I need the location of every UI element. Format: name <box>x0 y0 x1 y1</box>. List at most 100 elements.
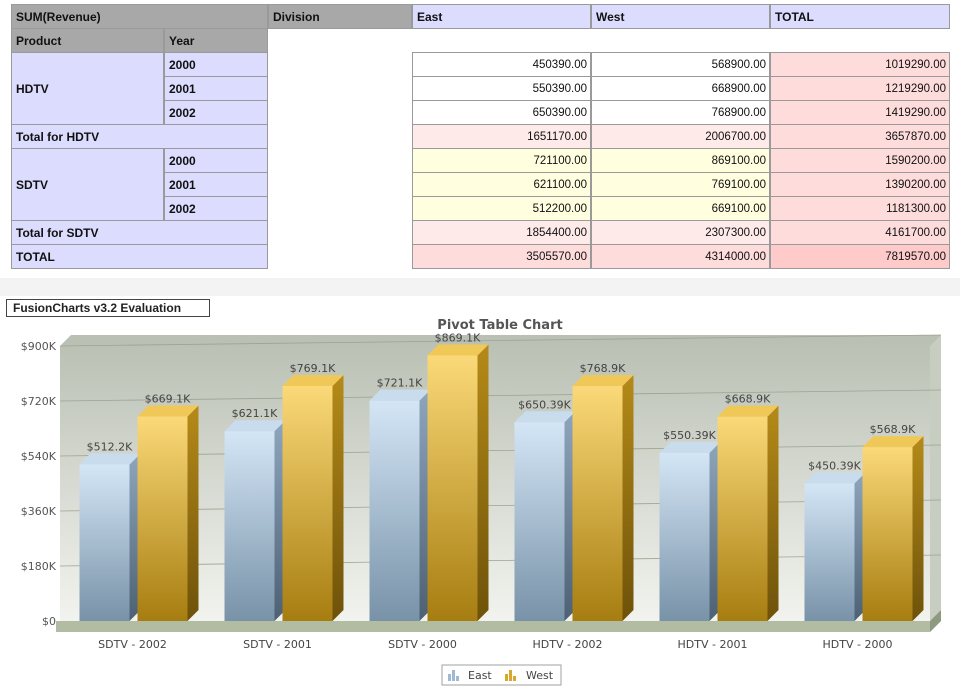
value-label: $650.39K <box>518 398 571 411</box>
grid-line <box>59 554 942 567</box>
value-label: $669.1K <box>145 393 191 406</box>
grand-total-east: 3505570.00 <box>412 244 591 269</box>
bar-west <box>137 416 188 621</box>
value-west: 769100.00 <box>591 172 770 197</box>
subtotal-east: 1651170.00 <box>412 124 591 149</box>
subtotal-west: 2307300.00 <box>591 220 770 245</box>
bar-west-top <box>862 436 924 448</box>
bar-east-top <box>804 472 866 484</box>
bar-west-side <box>622 375 634 621</box>
bar-west <box>282 385 333 621</box>
bar-west-side <box>767 405 779 621</box>
bar-west-side <box>912 436 924 621</box>
bar-east-top <box>514 411 576 423</box>
pivot-chart: $0 $180K $360K $540K $720K $900K $512.2K $669.… <box>21 318 942 686</box>
legend-item-east[interactable]: East <box>448 669 492 682</box>
year-header: Year <box>164 28 268 53</box>
value-label: $768.9K <box>580 362 626 375</box>
bar-east-top <box>79 453 141 465</box>
chart-title: Pivot Table Chart <box>437 318 562 333</box>
value-west: 668900.00 <box>591 76 770 101</box>
value-west: 568900.00 <box>591 52 770 77</box>
y-tick-label: $360K <box>21 505 57 518</box>
value-label: $769.1K <box>290 362 336 375</box>
year-label: 2001 <box>164 172 268 197</box>
grand-total-west: 4314000.00 <box>591 244 770 269</box>
grid-line <box>59 444 942 457</box>
value-label: $550.39K <box>663 429 716 442</box>
bar-east <box>804 483 855 621</box>
value-east: 621100.00 <box>412 172 591 197</box>
bar-west <box>862 447 913 621</box>
year-label: 2002 <box>164 196 268 221</box>
bar-west <box>427 355 478 621</box>
legend-east-icon-bar2 <box>452 670 455 681</box>
y-tick-label: $180K <box>21 560 57 573</box>
bar-east-top <box>224 420 286 432</box>
year-label: 2002 <box>164 100 268 125</box>
pivot-table: SUM(Revenue) Division East West TOTAL Product… <box>0 0 960 278</box>
plot-right-wall <box>930 335 941 621</box>
y-tick-label: $900K <box>21 340 57 353</box>
value-total: 1419290.00 <box>770 100 950 125</box>
bar-west-top <box>717 405 779 417</box>
measure-header: SUM(Revenue) <box>11 4 268 29</box>
value-west: 768900.00 <box>591 100 770 125</box>
value-east: 450390.00 <box>412 52 591 77</box>
bar-west-side <box>332 374 344 621</box>
legend-west-label: West <box>526 669 554 682</box>
bar-east-top <box>659 441 721 453</box>
value-label: $869.1K <box>435 331 481 344</box>
value-label: $450.39K <box>808 459 861 472</box>
legend-east-icon-bar3 <box>456 676 459 681</box>
legend-east-label: East <box>468 669 492 682</box>
value-total: 1181300.00 <box>770 196 950 221</box>
value-total: 1590200.00 <box>770 148 950 173</box>
bar-west <box>572 386 623 621</box>
value-west: 669100.00 <box>591 196 770 221</box>
grid-line <box>59 389 942 402</box>
x-tick-label: HDTV - 2001 <box>678 638 748 651</box>
grid-line <box>59 499 942 512</box>
subtotal-total: 3657870.00 <box>770 124 950 149</box>
value-east: 512200.00 <box>412 196 591 221</box>
bar-east <box>659 452 710 621</box>
legend-west-icon-bar2 <box>509 670 512 681</box>
y-tick-label: $540K <box>21 450 57 463</box>
value-east: 550390.00 <box>412 76 591 101</box>
x-axis: SDTV - 2002 SDTV - 2001 SDTV - 2000 HDTV - … <box>98 638 892 651</box>
x-tick-label: HDTV - 2000 <box>823 638 893 651</box>
bar-east <box>514 422 565 621</box>
bar-east <box>224 431 275 621</box>
subtotal-label: Total for SDTV <box>11 220 268 245</box>
legend-item-west[interactable]: West <box>505 669 554 682</box>
y-tick-label: $720K <box>21 395 57 408</box>
value-labels: $512.2K $669.1K $621.1K $769.1K $721.1K $869.… <box>87 331 916 472</box>
year-label: 2000 <box>164 148 268 173</box>
value-label: $568.9K <box>870 423 916 436</box>
value-label: $721.1K <box>377 377 423 390</box>
bar-east-top <box>369 389 431 401</box>
value-east: 721100.00 <box>412 148 591 173</box>
grand-total-total: 7819570.00 <box>770 244 950 269</box>
bar-west-top <box>427 344 489 356</box>
subtotal-east: 1854400.00 <box>412 220 591 245</box>
product-header: Product <box>11 28 164 53</box>
legend[interactable]: East West <box>441 664 562 686</box>
value-label: $668.9K <box>725 393 771 406</box>
value-label: $621.1K <box>232 407 278 420</box>
legend-west-icon-bar3 <box>513 676 516 681</box>
value-west: 869100.00 <box>591 148 770 173</box>
bar-west-top <box>282 374 344 386</box>
x-tick-label: SDTV - 2001 <box>243 638 312 651</box>
value-total: 1019290.00 <box>770 52 950 77</box>
legend-east-icon <box>448 674 451 681</box>
y-tick-label: $0 <box>42 615 56 628</box>
bar-east <box>369 400 420 621</box>
column-header-east: East <box>412 4 591 29</box>
bar-east <box>79 464 130 621</box>
legend-west-icon <box>505 674 508 681</box>
value-total: 1390200.00 <box>770 172 950 197</box>
subtotal-west: 2006700.00 <box>591 124 770 149</box>
column-header-total: TOTAL <box>770 4 950 29</box>
